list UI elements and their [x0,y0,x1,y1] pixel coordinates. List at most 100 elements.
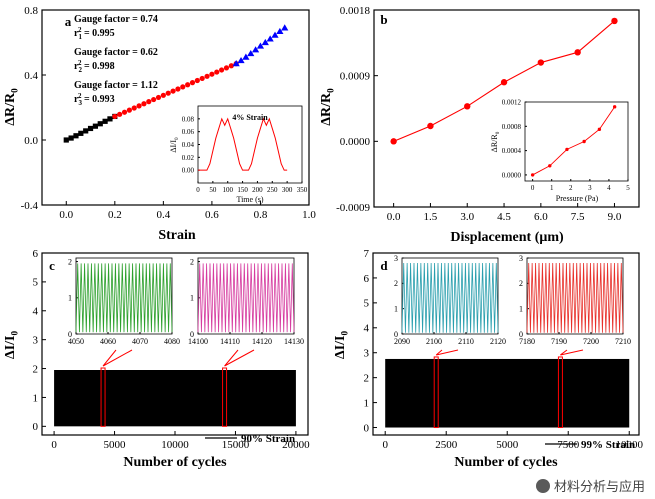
y-tick-label: 7 [364,248,370,260]
x-tick-label: 0 [51,439,57,451]
x-tick-label: 300 [282,186,293,194]
panel-c-label: c [49,258,55,273]
y-tick-label: 0.0012 [502,98,522,106]
panel-a-inset-line [198,117,288,171]
y-tick-label: 0.06 [182,128,195,136]
x-tick-label: 1.0 [302,209,316,221]
data-point-square [63,137,69,143]
y-tick-label: 0.04 [182,141,195,149]
x-tick-label: 5 [626,184,630,192]
x-tick-label: 0.4 [156,209,170,221]
data-point-circle [597,127,602,132]
y-tick-label: 0 [364,422,370,434]
data-point-circle [121,109,128,115]
data-point-triangle [252,46,260,53]
x-tick-label: 2 [569,184,573,192]
y-tick-label: 0 [394,330,398,339]
panel-d-zoom-connector [435,349,459,356]
y-tick-label: 0 [519,330,523,339]
data-point-circle [390,138,397,145]
panel-d-label: d [380,258,388,273]
x-tick-label: 2100 [426,337,442,346]
panel-c-xlabel: Number of cycles [123,455,227,470]
data-point-circle [209,71,215,77]
x-tick-label: 50 [209,186,217,194]
x-tick-label: 1.5 [424,211,438,223]
panel-c-inset-signal [197,263,295,333]
y-tick-label: 1 [519,304,523,313]
panel-d-inset-axes: 2090 2100 2110 2120 0 1 2 3 [394,254,506,346]
x-tick-label: 1 [550,184,554,192]
data-point-circle [189,80,196,86]
panel-b-inset-axes: 0 1 2 3 4 5 0.0000 0.0004 0.0008 0.0012 Pressure (… [490,98,630,203]
panel-c-inset-signal [75,263,173,333]
data-point-circle [141,101,147,107]
x-tick-label: 0.0 [387,211,401,223]
panel-b-label: b [380,12,387,27]
panel-d-inset-signal [401,263,499,333]
x-tick-label: 4080 [164,337,180,346]
panel-c-inset-frame [75,257,173,335]
data-point-circle [427,122,434,130]
panel-c-inset-axes: 14100 14110 14120 14130 0 1 2 [188,257,304,346]
y-tick-label: 0.4 [24,70,38,82]
x-tick-label: 100 [222,186,233,194]
x-tick-label: 150 [237,186,248,194]
y-tick-label: 0 [68,330,72,339]
panel-c-zoom-marker [222,367,228,427]
x-tick-label: 2110 [458,337,474,346]
data-point-triangle [242,53,250,60]
x-tick-label: 10000 [615,439,643,451]
y-tick-label: 2 [68,257,72,266]
x-tick-label: 6.0 [534,211,548,223]
y-tick-label: 0.0018 [340,5,371,17]
panel-b-inset-xlabel: Pressure (Pa) [556,194,599,203]
data-point-circle [180,84,186,90]
x-tick-label: 3 [588,184,592,192]
panel-a-annotation: Gauge factor = 0.62 [74,47,158,58]
x-tick-label: 0.0 [59,209,73,221]
data-point-square [92,123,98,129]
panel-b-inset-frame [524,101,629,182]
panel-a-annotation: Gauge factor = 1.12 [74,80,158,91]
panel-c-zoom-connector [224,349,255,367]
x-tick-label: 5000 [104,439,127,451]
panel-c-inset-axes: 4050 4060 4070 4080 0 1 2 [68,257,180,346]
panel-d-axes: 0 2500 5000 7500 10000 0 1 2 3 4 5 6 7d Number of cyc… [333,248,643,470]
y-tick-label: 0.02 [182,154,195,162]
x-tick-label: 4050 [68,337,84,346]
x-tick-label: 4070 [132,337,148,346]
panel-a-inset-xlabel: Time (s) [236,195,263,204]
data-point-circle [204,73,210,79]
data-point-triangle [256,42,265,49]
data-point-circle [611,17,618,25]
panel-b-axes: 0.0 1.5 3.0 4.5 6.0 7.5 9.0 -0.0009 0.0000 0.0009… [319,5,640,245]
y-tick-label: 4 [364,323,370,335]
data-point-square [68,135,74,141]
x-tick-label: 7200 [583,337,599,346]
data-point-circle [194,77,200,84]
panel-c-zoom-connector [102,349,133,367]
panel-b-frame [373,9,640,208]
x-tick-label: 4 [607,184,611,192]
x-tick-label: 2090 [394,337,410,346]
y-tick-label: 0.0009 [340,71,371,83]
panel-c-axes: 0 5000 10000 15000 20000 0 1 2 3 4 5 6c Number of cy… [3,248,310,470]
data-point-circle [151,96,157,103]
y-tick-label: 0.0008 [502,123,522,131]
data-point-circle [612,105,617,109]
data-point-circle [464,103,471,110]
y-tick-label: 1 [68,294,72,303]
data-point-circle [175,86,181,92]
x-tick-label: 10000 [161,439,189,451]
x-tick-label: 7.5 [571,211,585,223]
x-tick-label: 4.5 [497,211,511,223]
x-tick-label: 250 [267,186,278,194]
data-point-circle [165,90,171,96]
wechat-icon [535,478,550,493]
data-point-circle [223,65,230,71]
x-tick-label: 9.0 [608,211,622,223]
x-tick-label: 3.0 [460,211,474,223]
data-point-triangle [237,56,245,64]
